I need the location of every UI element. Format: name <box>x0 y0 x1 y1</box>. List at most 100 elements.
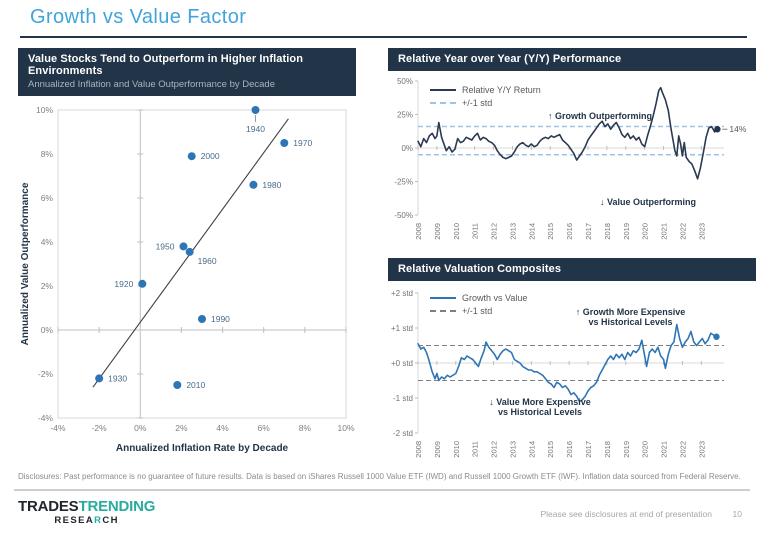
scatter-xaxis-title: Annualized Inflation Rate by Decade <box>116 443 289 454</box>
svg-text:2018: 2018 <box>603 223 612 240</box>
svg-text:6%: 6% <box>258 423 271 433</box>
svg-text:25%: 25% <box>397 111 413 120</box>
svg-text:0%: 0% <box>134 423 147 433</box>
panel-yy-header: Relative Year over Year (Y/Y) Performanc… <box>388 48 756 71</box>
yy-legend-label-std: +/-1 std <box>462 97 493 108</box>
svg-text:1980: 1980 <box>262 180 281 190</box>
svg-text:2021: 2021 <box>660 441 669 458</box>
scatter-point-1940 <box>251 106 260 114</box>
svg-text:1960: 1960 <box>198 256 217 266</box>
svg-text:2010: 2010 <box>452 223 461 240</box>
svg-text:0%: 0% <box>41 325 54 335</box>
svg-text:50%: 50% <box>397 77 413 86</box>
svg-text:2023: 2023 <box>697 441 706 458</box>
svg-text:4%: 4% <box>41 237 54 247</box>
svg-text:10%: 10% <box>337 423 354 433</box>
footer-divider <box>14 489 750 491</box>
svg-text:1920: 1920 <box>114 279 133 289</box>
scatter-point-1990 <box>198 315 206 323</box>
svg-text:2020: 2020 <box>641 223 650 240</box>
svg-text:-50%: -50% <box>394 211 413 220</box>
svg-text:2022: 2022 <box>678 441 687 458</box>
scatter-point-1980 <box>249 180 258 189</box>
svg-text:2019: 2019 <box>622 223 631 240</box>
svg-text:-2 std: -2 std <box>393 429 413 438</box>
svg-text:2013: 2013 <box>508 223 517 240</box>
svg-text:-4%: -4% <box>50 423 66 433</box>
panel-yy-performance: Relative Year over Year (Y/Y) Performanc… <box>388 48 756 252</box>
logo-research-accent: R <box>94 514 103 526</box>
disclosure-text: Disclosures: Past performance is no guar… <box>18 472 741 481</box>
scatter-yaxis-title: Annualized Value Outperformance <box>20 182 31 345</box>
panel-scatter-subtitle: Annualized Inflation and Value Outperfor… <box>28 79 275 90</box>
series-end-marker <box>713 333 720 340</box>
valuation-chart-area: +2 std +1 std +0 std -1 std -2 std 2008 2009 20… <box>388 285 756 469</box>
panel-valuation-title: Relative Valuation Composites <box>398 263 562 275</box>
svg-text:2021: 2021 <box>660 223 669 240</box>
series-line <box>417 323 718 403</box>
scatter-plot: -4%-4% -2% -2% 0% 0% 2% 2% 4% 4% 6% 6% 8% 8% 10% 10% 19… <box>20 105 355 454</box>
panel-yy-title: Relative Year over Year (Y/Y) Performanc… <box>398 53 622 65</box>
solid-line-swatch-icon <box>430 296 456 299</box>
svg-text:2014: 2014 <box>527 441 536 458</box>
svg-text:8%: 8% <box>41 149 54 159</box>
solid-line-swatch-icon <box>430 88 456 91</box>
scatter-point-1950 <box>179 242 188 251</box>
svg-text:+1 std: +1 std <box>391 324 413 333</box>
panel-scatter-title: Value Stocks Tend to Outperform in Highe… <box>28 53 304 77</box>
logo-research-pre: RESEA <box>54 514 95 526</box>
end-value-label: 14% <box>729 124 746 134</box>
svg-text:2008: 2008 <box>414 441 423 458</box>
yy-legend-label-return: Relative Y/Y Return <box>462 84 541 95</box>
svg-text:1940: 1940 <box>246 124 265 134</box>
svg-text:2000: 2000 <box>201 151 220 161</box>
footer-note: Please see disclosures at end of present… <box>540 509 712 519</box>
svg-text:8%: 8% <box>299 423 312 433</box>
svg-text:2010: 2010 <box>452 441 461 458</box>
svg-text:1930: 1930 <box>108 373 127 383</box>
valuation-legend-item-growth: Growth vs Value <box>430 291 527 304</box>
svg-text:+0 std: +0 std <box>391 359 413 368</box>
svg-text:2022: 2022 <box>678 223 687 240</box>
svg-text:1970: 1970 <box>293 138 312 148</box>
svg-text:2009: 2009 <box>433 441 442 458</box>
valuation-legend-label-growth: Growth vs Value <box>462 292 528 303</box>
logo-wordmark: TRADESTRENDING <box>18 498 156 516</box>
valuation-legend-label-std: +/-1 std <box>462 305 493 316</box>
panel-valuation-header: Relative Valuation Composites <box>388 258 756 281</box>
svg-text:2013: 2013 <box>508 441 517 458</box>
valuation-legend: Growth vs Value +/-1 std <box>430 291 527 317</box>
svg-text:-2%: -2% <box>38 369 54 379</box>
series-end-marker <box>714 126 721 133</box>
svg-text:2011: 2011 <box>471 223 480 239</box>
yy-legend-item-std: +/-1 std <box>430 96 541 109</box>
scatter-point-1930 <box>95 374 104 383</box>
yy-line-chart: 50% 25% 0% -25% -50%2008 2009 2010 2011 2012 2013… <box>394 77 747 240</box>
svg-text:2012: 2012 <box>490 441 499 458</box>
scatter-point-1920 <box>138 279 147 288</box>
svg-text:0%: 0% <box>401 144 413 153</box>
svg-text:2017: 2017 <box>584 223 593 240</box>
yy-legend: Relative Y/Y Return +/-1 std <box>430 83 541 109</box>
series-line <box>417 86 719 180</box>
svg-text:2019: 2019 <box>622 441 631 458</box>
svg-text:+2 std: +2 std <box>391 289 413 298</box>
valuation-legend-item-std: +/-1 std <box>430 304 527 317</box>
page-title: Growth vs Value Factor <box>30 6 247 28</box>
svg-text:6%: 6% <box>41 193 54 203</box>
svg-text:2014: 2014 <box>527 223 536 240</box>
logo-word-trending: TRENDING <box>78 498 156 515</box>
svg-text:-2%: -2% <box>92 423 108 433</box>
scatter-point-2010 <box>173 381 182 389</box>
yy-legend-item-return: Relative Y/Y Return <box>430 83 541 96</box>
annotation-growth-outperforming: ↑ Growth Outperforming <box>548 111 652 121</box>
company-logo: TRADESTRENDING RESEARCH <box>18 498 156 526</box>
annotation-growth-expensive: ↑ Growth More Expensive vs Historical Le… <box>575 307 686 327</box>
svg-text:2016: 2016 <box>565 441 574 458</box>
yy-chart-area: 50% 25% 0% -25% -50% 2008 2009 2010 2011 2012 2013… <box>388 75 756 252</box>
dashed-line-swatch-icon <box>430 309 456 312</box>
svg-text:2%: 2% <box>41 281 54 291</box>
svg-text:2009: 2009 <box>433 223 442 240</box>
